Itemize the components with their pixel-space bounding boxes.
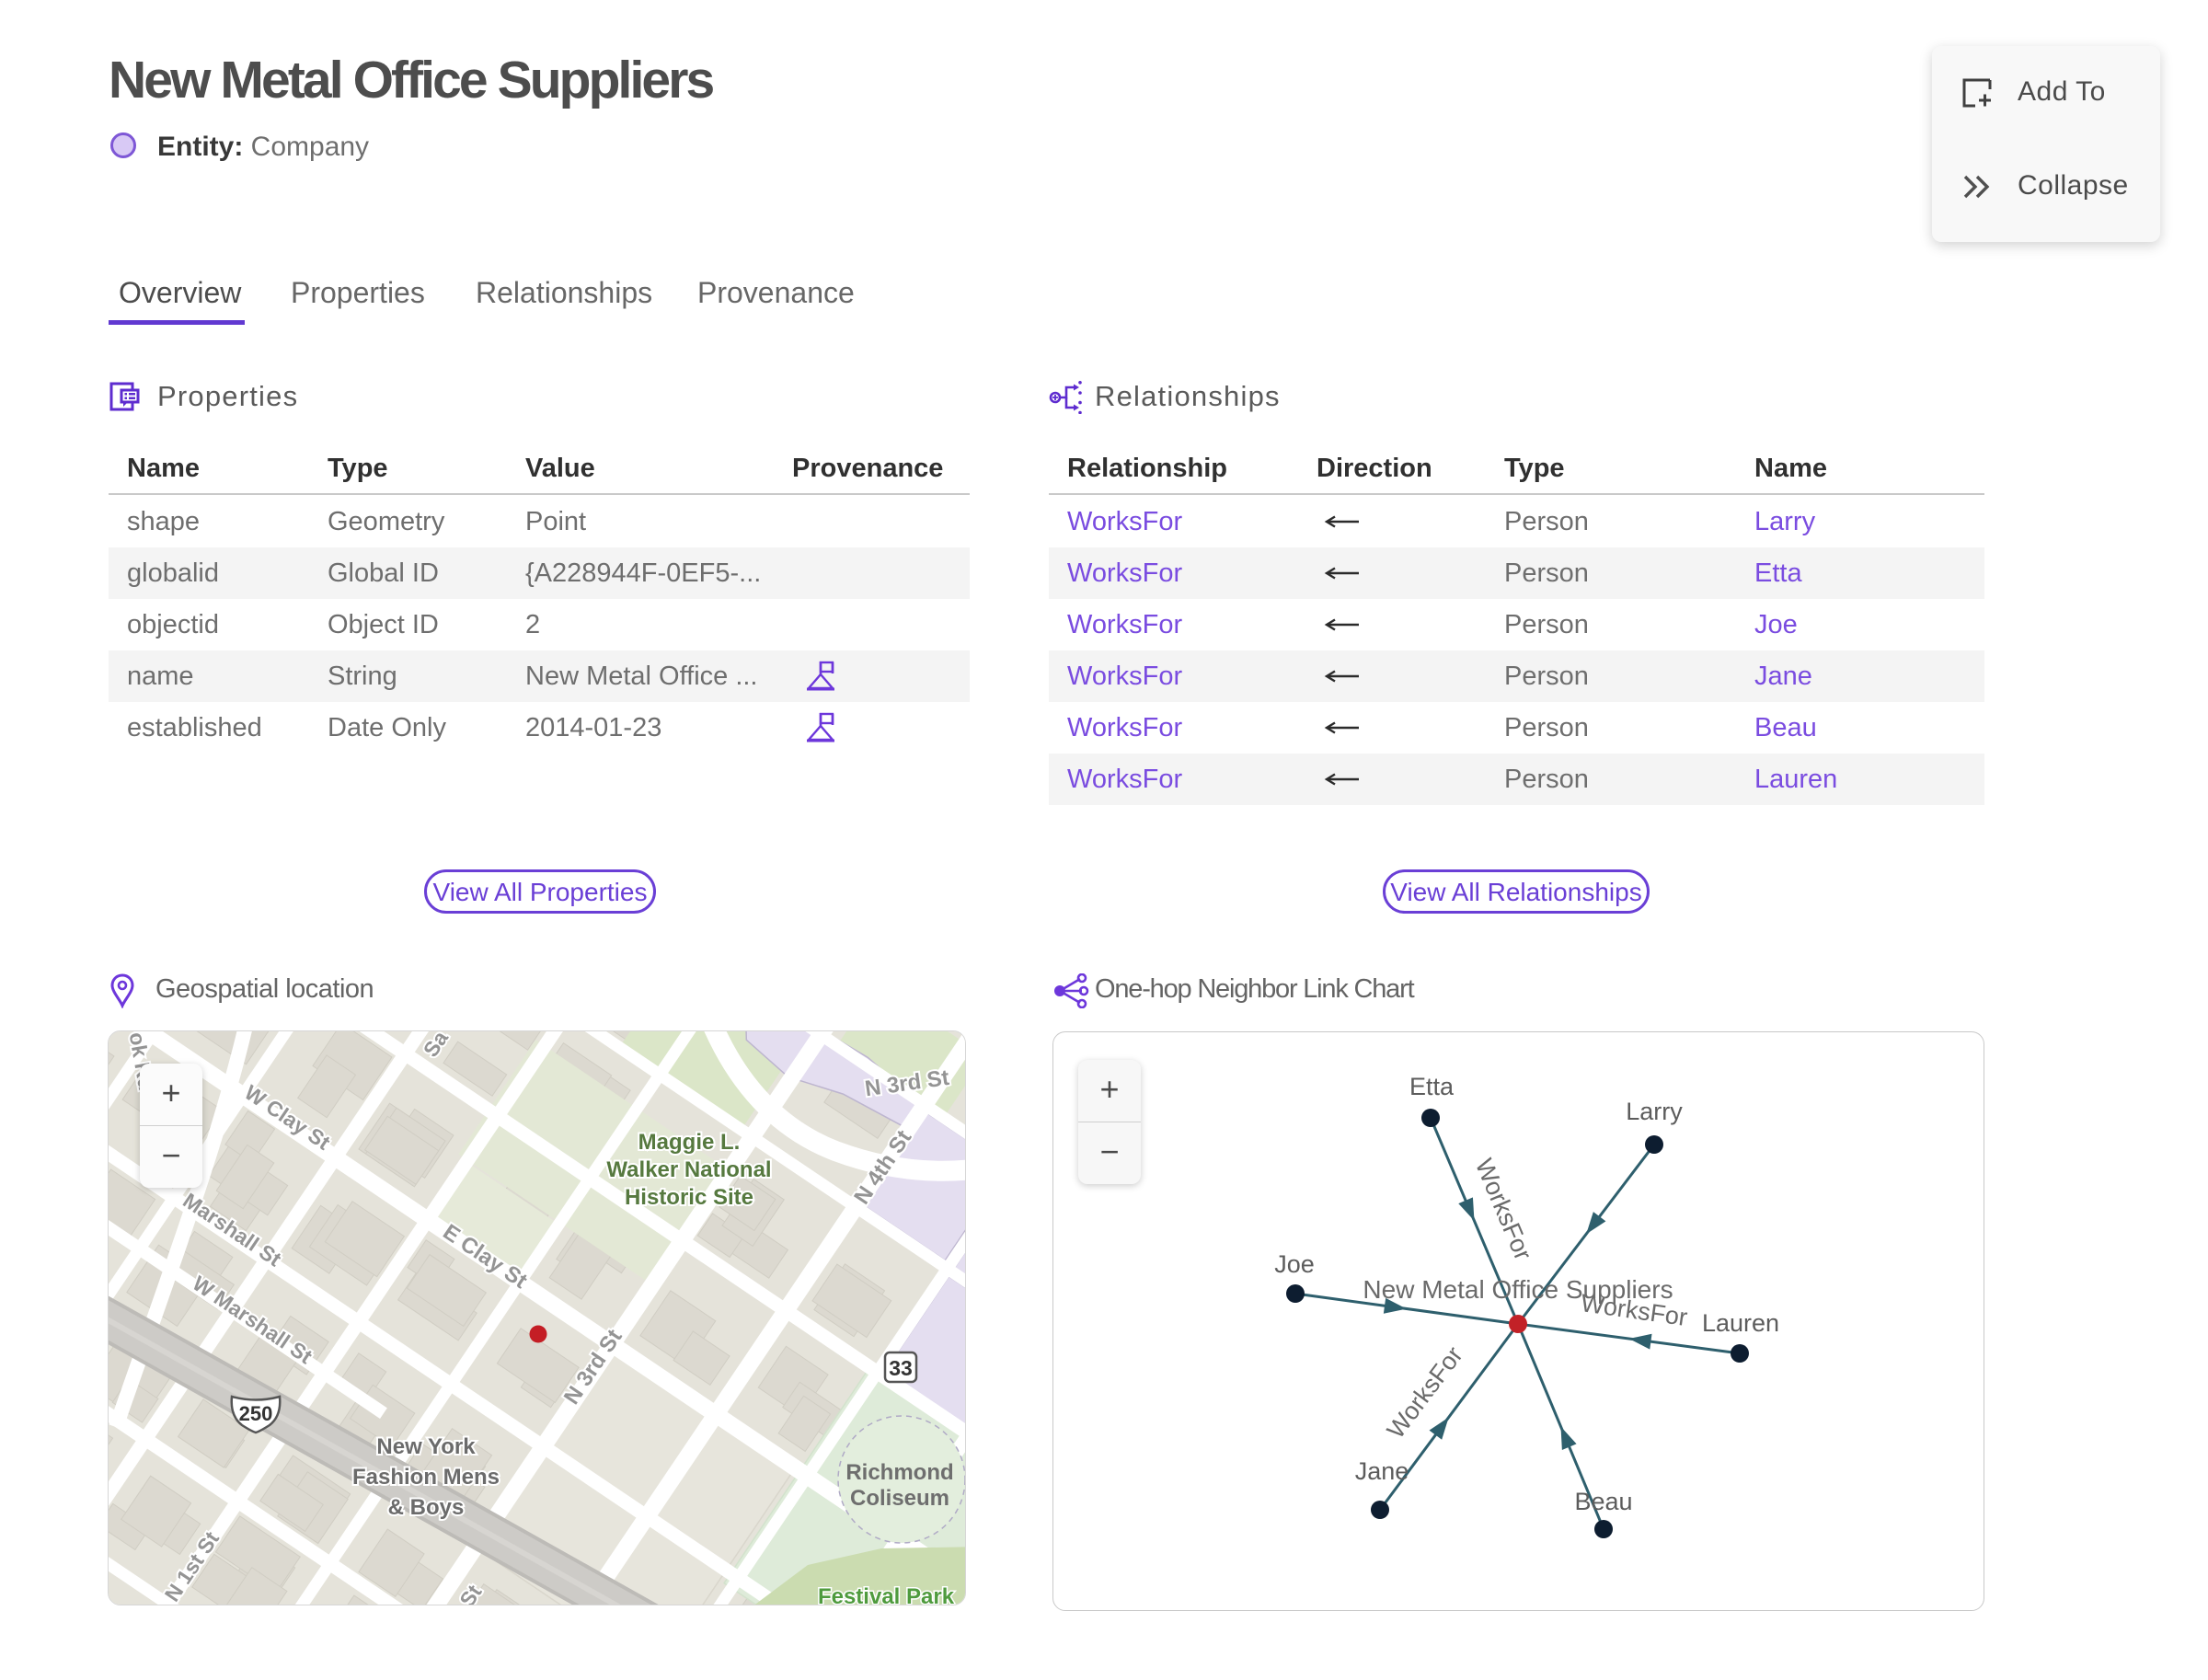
svg-text:Joe: Joe [1274,1250,1315,1278]
svg-text:New York: New York [376,1434,476,1459]
svg-text:Festival Park: Festival Park [818,1584,955,1605]
svg-text:250: 250 [239,1402,273,1425]
svg-text:Lauren: Lauren [1702,1309,1779,1337]
svg-text:Larry: Larry [1626,1098,1683,1125]
svg-text:Richmond: Richmond [845,1460,953,1485]
svg-text:WorksFor: WorksFor [1382,1341,1468,1444]
svg-text:Coliseum: Coliseum [850,1486,949,1511]
svg-text:33: 33 [889,1356,913,1380]
svg-text:Beau: Beau [1574,1488,1632,1515]
svg-text:Etta: Etta [1409,1073,1455,1100]
svg-text:Maggie L.: Maggie L. [638,1130,741,1155]
svg-text:& Boys: & Boys [388,1495,465,1520]
svg-text:Jane: Jane [1355,1457,1409,1485]
svg-text:Walker National: Walker National [606,1157,771,1182]
svg-text:WorksFor: WorksFor [1470,1155,1537,1264]
svg-text:New Metal Office Suppliers: New Metal Office Suppliers [1363,1275,1673,1304]
svg-text:Fashion Mens: Fashion Mens [352,1465,500,1490]
svg-text:Historic Site: Historic Site [625,1185,753,1210]
